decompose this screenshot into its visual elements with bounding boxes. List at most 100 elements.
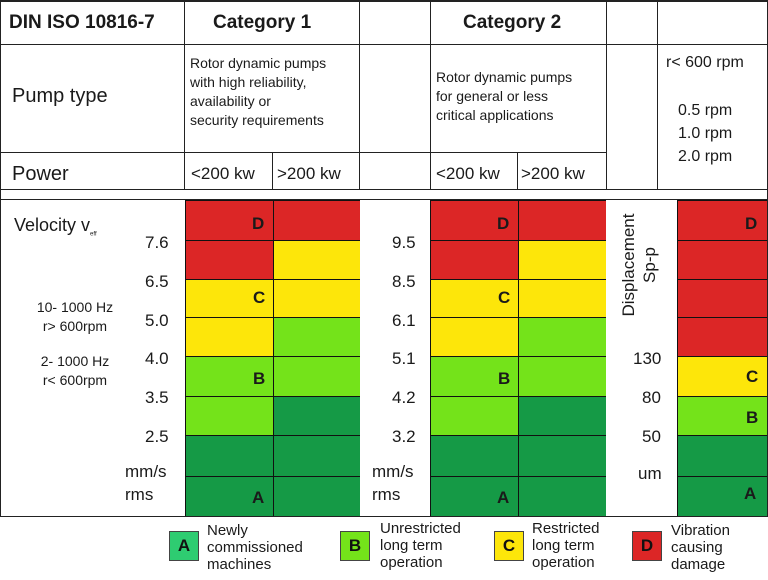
zone-cell-a xyxy=(518,476,606,516)
zone-cell-d xyxy=(518,200,606,240)
displacement-label: Displacement Sp-p xyxy=(618,200,664,330)
zone-letter-d: D xyxy=(252,214,265,233)
zone-cell-c xyxy=(518,240,606,279)
displacement-tick: 50 xyxy=(642,427,661,446)
cat2-power-low: <200 kw xyxy=(436,164,500,183)
zone-letter-c: C xyxy=(498,288,511,307)
zone-cell-b xyxy=(430,396,518,435)
cat1-unit-rms: rms xyxy=(125,485,154,504)
velocity-subscript: eff xyxy=(90,231,97,238)
zone-cell-d xyxy=(273,200,360,240)
zone-letter-a: A xyxy=(497,488,510,507)
legend-label-a: Newly commissioned machines xyxy=(207,522,303,573)
zone-cell-a xyxy=(185,476,273,516)
zone-cell-a xyxy=(273,476,360,516)
zone-letter-b: B xyxy=(498,369,511,388)
zone-letter-b: B xyxy=(253,369,266,388)
displacement-unit: um xyxy=(638,464,662,483)
velocity-label: Velocity veff xyxy=(14,215,97,238)
zone-cell-a xyxy=(518,435,606,476)
zone-cell-b xyxy=(518,317,606,356)
category2-title: Category 2 xyxy=(463,12,562,33)
category2-description: Rotor dynamic pumps for general or less … xyxy=(436,69,573,123)
zone-letter-d: D xyxy=(745,214,758,233)
low-speed-values: 0.5 rpm 1.0 rpm 2.0 rpm xyxy=(678,102,733,165)
zone-letter-c: C xyxy=(253,288,266,307)
zone-cell-a xyxy=(185,435,273,476)
cat2-tick: 3.2 xyxy=(392,427,416,446)
zone-cell-b xyxy=(273,317,360,356)
cat2-tick: 6.1 xyxy=(392,311,416,330)
zone-cell-c xyxy=(273,279,360,317)
zone-cell-d xyxy=(430,200,518,240)
zone-cell-b xyxy=(518,356,606,396)
zone-cell-c xyxy=(185,317,273,356)
zone-cell-a xyxy=(273,435,360,476)
zone-cell-d xyxy=(185,200,273,240)
zone-cell-d xyxy=(430,240,518,279)
displacement-label-text: Displacement Sp-p xyxy=(619,213,659,317)
velocity-range-low: 2- 1000 Hz r< 600rpm xyxy=(40,353,110,388)
velocity-range-high: 10- 1000 Hz r> 600rpm xyxy=(36,299,114,334)
zone-cell-c xyxy=(273,240,360,279)
zone-letter-a: A xyxy=(744,484,757,503)
cat1-tick: 4.0 xyxy=(145,349,169,368)
zone-cell-a xyxy=(430,435,518,476)
zone-cell-a xyxy=(518,396,606,435)
cat2-tick: 4.2 xyxy=(392,388,416,407)
legend-label-d: Vibration causing damage xyxy=(671,522,730,573)
cat2-unit-rms: rms xyxy=(372,485,401,504)
velocity-label-text: Velocity v xyxy=(14,215,91,235)
cat1-tick: 6.5 xyxy=(145,272,169,291)
zone-cell-c xyxy=(430,317,518,356)
zone-letter-b: B xyxy=(746,408,759,427)
cat2-tick: 5.1 xyxy=(392,349,416,368)
cat1-power-high: >200 kw xyxy=(277,164,341,183)
zone-letter-a: A xyxy=(252,488,265,507)
zone-cell-a xyxy=(677,435,767,476)
zone-cell-b xyxy=(273,356,360,396)
zone-cell-a xyxy=(430,476,518,516)
legend-swatch-c: C xyxy=(494,531,524,561)
zone-cell-c xyxy=(677,356,767,396)
zone-cell-d xyxy=(677,279,767,317)
zone-cell-b xyxy=(185,396,273,435)
zone-cell-c xyxy=(518,279,606,317)
zone-cell-b xyxy=(430,356,518,396)
standard-title: DIN ISO 10816-7 xyxy=(9,12,155,33)
legend-swatch-b: B xyxy=(340,531,370,561)
category1-description: Rotor dynamic pumps with high reliabilit… xyxy=(190,55,327,128)
zone-cell-a xyxy=(273,396,360,435)
legend-label-c: Restricted long term operation xyxy=(532,520,600,571)
zone-cell-d xyxy=(677,240,767,279)
zone-cell-d xyxy=(677,317,767,356)
legend-label-b: Unrestricted long term operation xyxy=(380,520,461,571)
cat1-unit: mm/s xyxy=(125,462,167,481)
displacement-tick: 130 xyxy=(633,349,662,368)
displacement-tick: 80 xyxy=(642,388,661,407)
zone-letter-d: D xyxy=(497,214,510,233)
zone-cell-b xyxy=(185,356,273,396)
cat2-tick: 9.5 xyxy=(392,233,416,252)
zone-cell-c xyxy=(185,279,273,317)
zone-letter-c: C xyxy=(746,367,759,386)
zone-cell-b xyxy=(677,396,767,435)
legend-swatch-d: D xyxy=(632,531,662,561)
low-speed-title: r< 600 rpm xyxy=(666,54,744,71)
zone-cell-a xyxy=(677,476,767,516)
power-label: Power xyxy=(12,163,69,185)
cat1-tick: 5.0 xyxy=(145,311,169,330)
zone-cell-c xyxy=(430,279,518,317)
cat1-tick: 2.5 xyxy=(145,427,169,446)
pump-type-label: Pump type xyxy=(12,85,108,107)
cat2-tick: 8.5 xyxy=(392,272,416,291)
legend-swatch-a: A xyxy=(169,531,199,561)
cat2-unit: mm/s xyxy=(372,462,414,481)
zone-cell-d xyxy=(677,200,767,240)
cat1-tick: 7.6 xyxy=(145,233,169,252)
category1-title: Category 1 xyxy=(213,12,312,33)
cat2-power-high: >200 kw xyxy=(521,164,585,183)
cat1-power-low: <200 kw xyxy=(191,164,255,183)
zone-cell-d xyxy=(185,240,273,279)
cat1-tick: 3.5 xyxy=(145,388,169,407)
